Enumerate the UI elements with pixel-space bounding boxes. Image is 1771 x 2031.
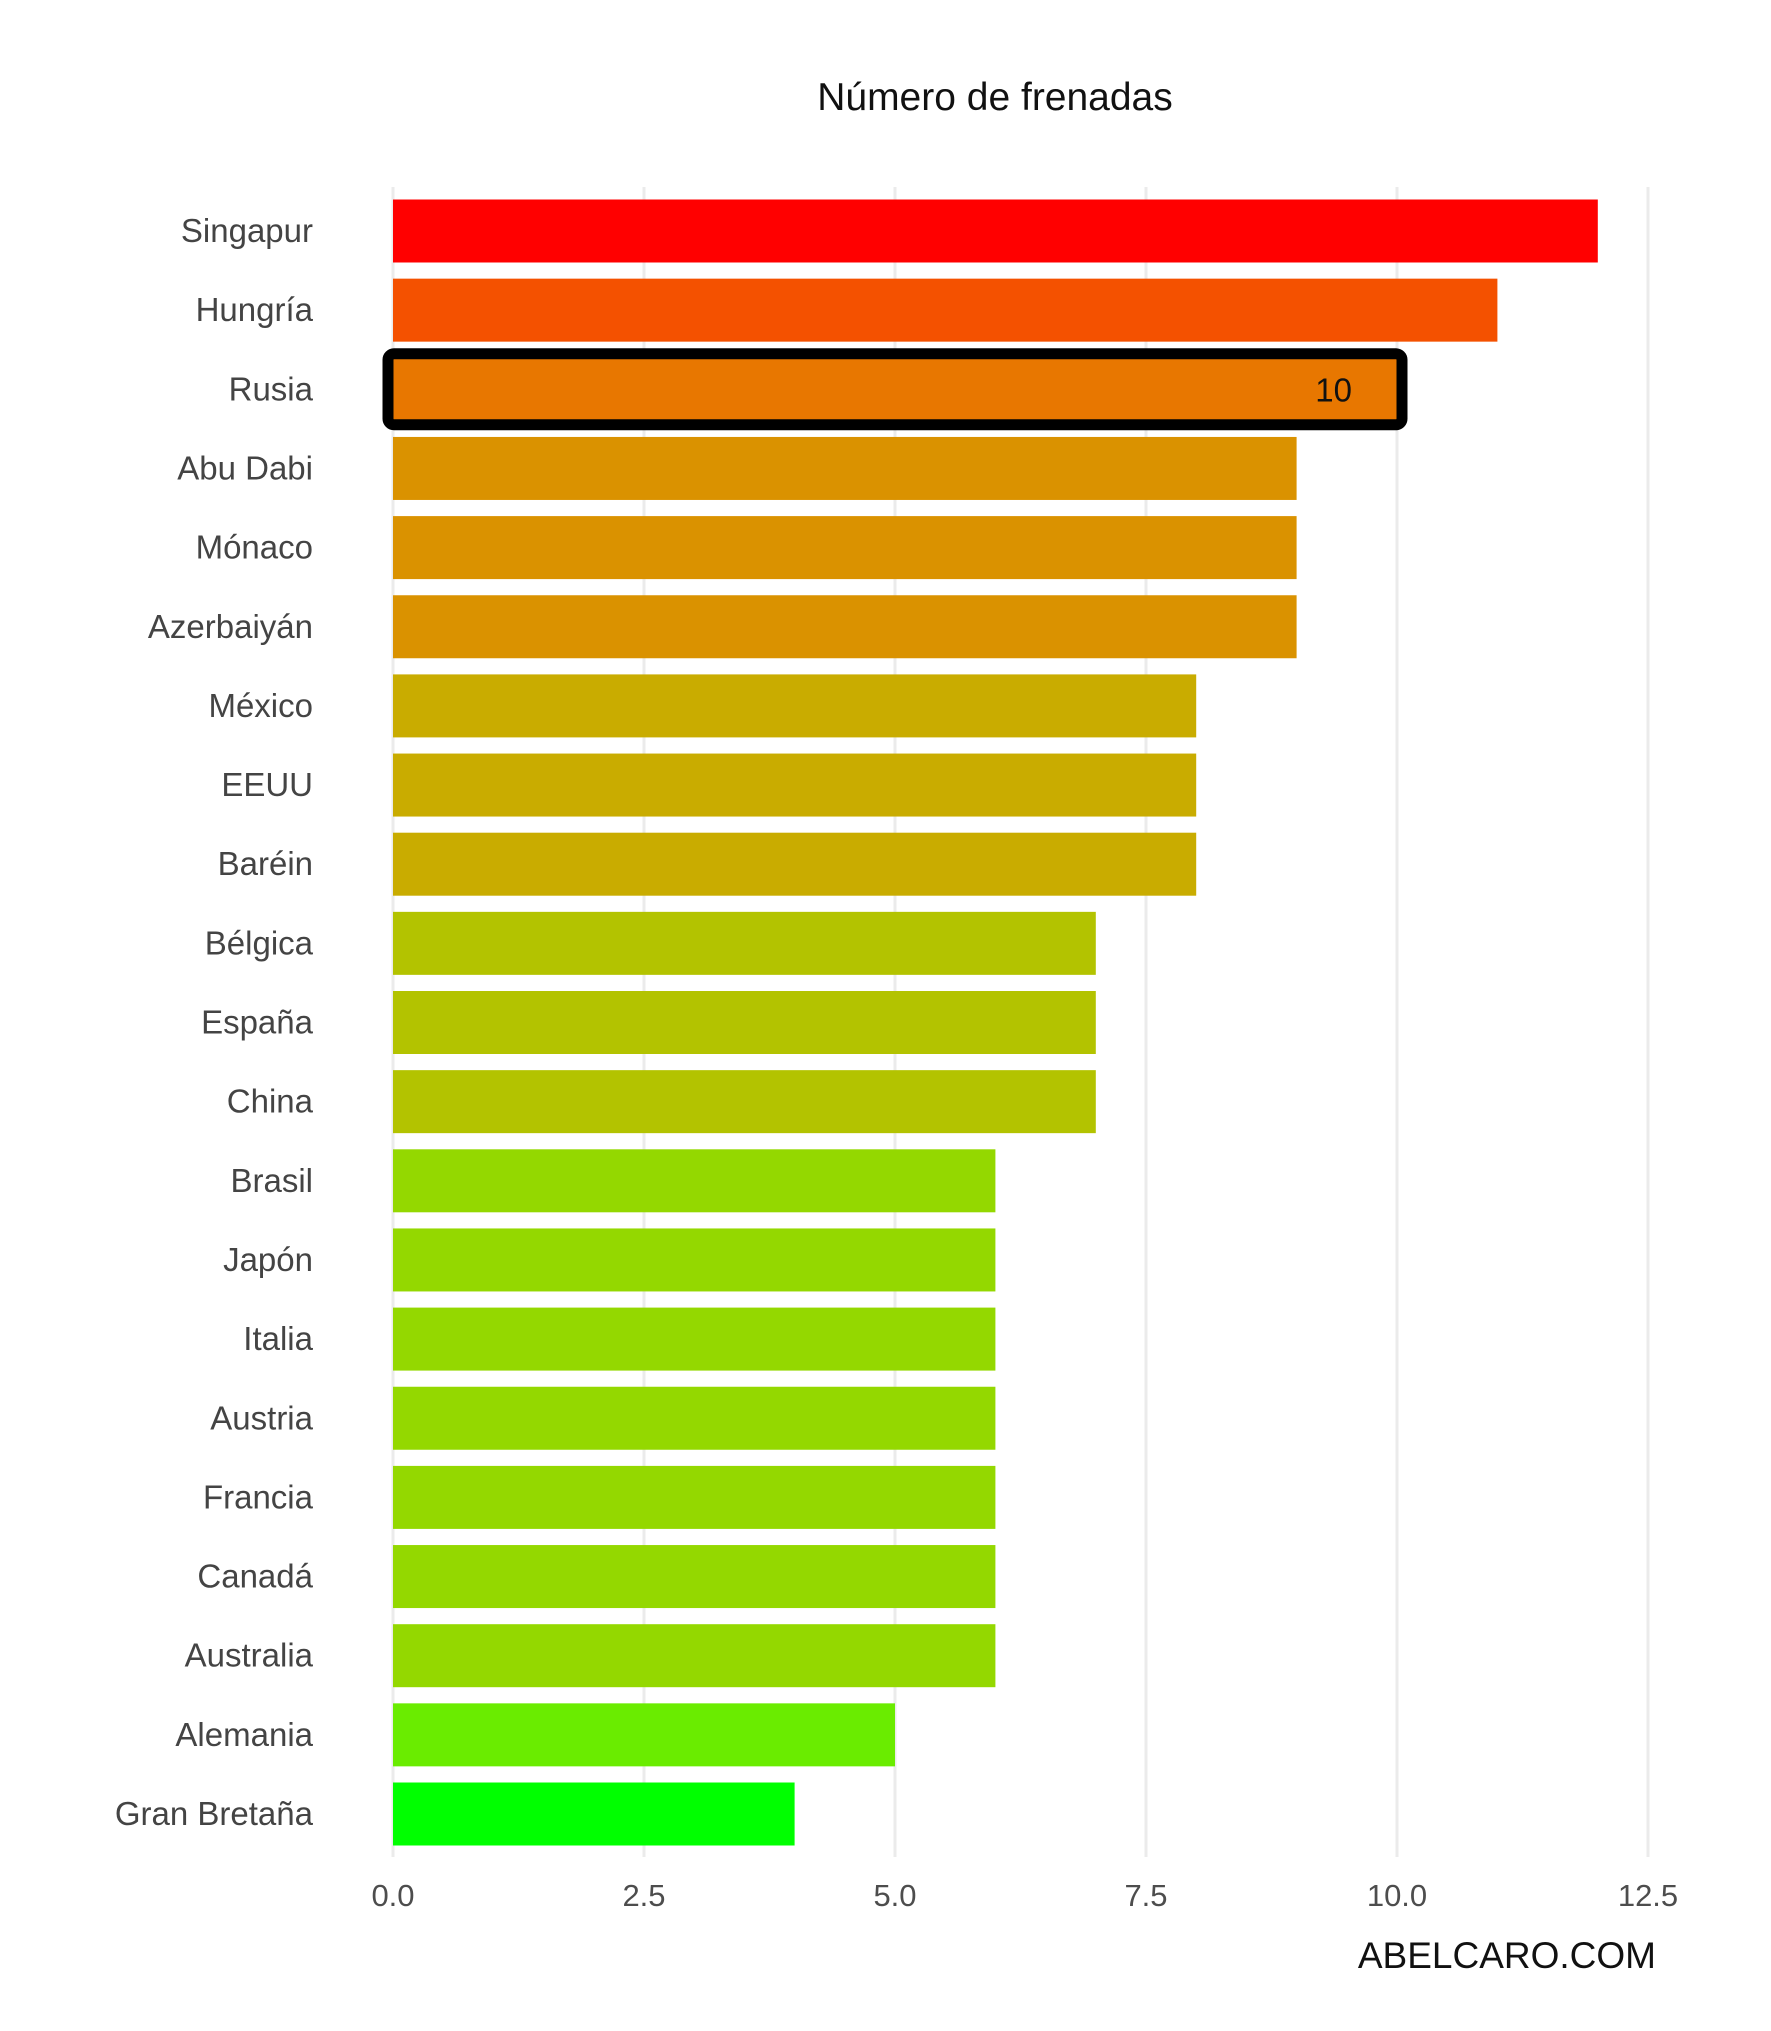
category-label: Austria	[210, 1399, 313, 1436]
category-label: Rusia	[229, 370, 314, 407]
x-tick-label: 10.0	[1367, 1878, 1427, 1913]
category-labels: Singapur Hungría Rusia Abu Dabi Mónaco Azerba…	[115, 212, 314, 1832]
category-label: España	[201, 1004, 314, 1041]
category-label: Japón	[223, 1241, 313, 1278]
category-label: Gran Bretaña	[115, 1795, 314, 1832]
category-label: Canadá	[197, 1558, 313, 1595]
x-tick-label: 12.5	[1618, 1878, 1678, 1913]
bar	[393, 1228, 996, 1292]
bar	[393, 1545, 996, 1609]
highlight-outline	[382, 348, 1408, 431]
category-label: China	[227, 1083, 314, 1120]
annotations: 10	[382, 348, 1408, 431]
x-tick-label: 5.0	[873, 1878, 916, 1913]
bar	[393, 991, 1096, 1054]
category-label: Mónaco	[196, 529, 313, 566]
bar	[393, 1307, 996, 1371]
bar	[393, 753, 1197, 817]
bar	[393, 595, 1297, 659]
bar	[393, 1782, 795, 1846]
category-label: México	[208, 687, 313, 724]
category-label: Australia	[185, 1637, 314, 1674]
category-label: Singapur	[181, 212, 313, 249]
bar	[393, 674, 1197, 738]
bar	[393, 199, 1598, 263]
category-label: Azerbaiyán	[148, 608, 313, 645]
category-label: Alemania	[175, 1716, 313, 1753]
bar	[393, 357, 1397, 421]
category-label: Bélgica	[205, 924, 314, 961]
bar	[393, 436, 1297, 500]
bar	[393, 1465, 996, 1529]
bar	[393, 278, 1498, 342]
bar	[393, 1070, 1096, 1134]
bar	[393, 1703, 895, 1767]
category-label: Baréin	[218, 845, 313, 882]
category-label: Italia	[243, 1320, 313, 1357]
bar	[393, 516, 1297, 580]
category-label: EEUU	[221, 766, 313, 803]
bar	[393, 1149, 996, 1213]
category-label: Francia	[203, 1478, 314, 1515]
bars	[393, 199, 1598, 1846]
watermark-text: ABELCARO.COM	[1358, 1935, 1656, 1976]
bar	[393, 1386, 996, 1450]
category-label: Brasil	[230, 1162, 313, 1199]
bar	[393, 911, 1096, 975]
category-label: Abu Dabi	[177, 449, 313, 486]
x-tick-label: 7.5	[1124, 1878, 1167, 1913]
category-label: Hungría	[196, 291, 314, 328]
bar	[393, 832, 1197, 896]
bar	[393, 1624, 996, 1688]
data-label: 10	[1315, 371, 1352, 408]
x-tick-label: 2.5	[622, 1878, 665, 1913]
x-axis-tick-labels: 0.0 2.5 5.0 7.5 10.0 12.5	[371, 1878, 1678, 1913]
x-tick-label: 0.0	[371, 1878, 414, 1913]
chart-title: Número de frenadas	[817, 76, 1173, 119]
